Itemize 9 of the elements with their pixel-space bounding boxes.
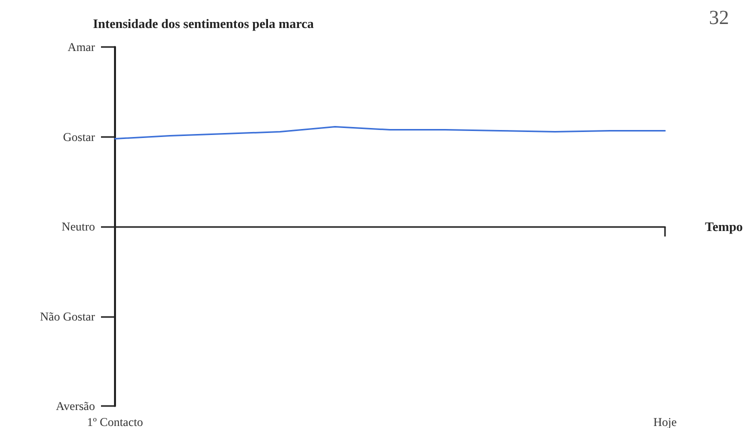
chart-title: Intensidade dos sentimentos pela marca — [93, 16, 314, 31]
text: 32 — [709, 7, 729, 29]
text: Não Gostar — [40, 309, 96, 324]
text: Gostar — [63, 130, 95, 144]
text: Neutro — [62, 220, 95, 234]
x-tick-label: 1º Contacto — [86, 415, 144, 428]
x-axis-title: Tempo — [705, 219, 743, 234]
text: Aversão — [56, 399, 95, 413]
text: Amar — [68, 40, 95, 54]
